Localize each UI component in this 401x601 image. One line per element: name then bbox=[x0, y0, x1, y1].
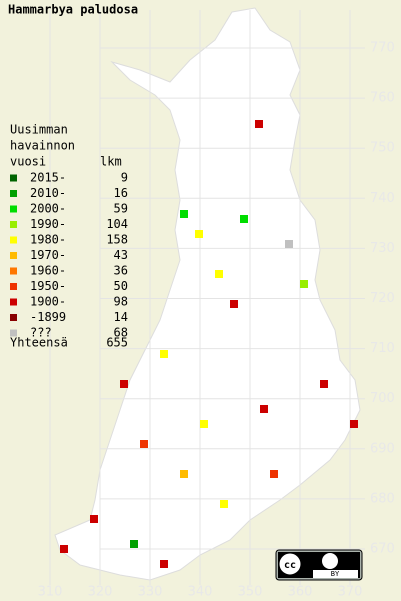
legend-count: 158 bbox=[106, 233, 128, 247]
legend-label: 1970- bbox=[30, 248, 66, 262]
legend-swatch bbox=[10, 174, 17, 182]
observation-squares bbox=[60, 120, 358, 568]
square bbox=[220, 500, 228, 508]
square bbox=[320, 380, 328, 388]
legend-swatch bbox=[10, 329, 17, 337]
square bbox=[200, 420, 208, 428]
square bbox=[160, 350, 168, 358]
north-label: 710 bbox=[370, 341, 395, 356]
license-label: BY bbox=[331, 570, 340, 578]
north-label: 740 bbox=[370, 191, 395, 206]
legend-swatch bbox=[10, 236, 17, 244]
square bbox=[285, 240, 293, 248]
legend-swatch bbox=[10, 298, 17, 306]
north-label: 700 bbox=[370, 391, 395, 406]
total-count: 655 bbox=[106, 336, 128, 350]
legend-count: 43 bbox=[114, 248, 128, 262]
legend-count: 59 bbox=[114, 202, 128, 216]
legend-count: 9 bbox=[121, 171, 128, 185]
legend-swatch bbox=[10, 283, 17, 290]
north-label: 730 bbox=[370, 241, 395, 256]
square bbox=[230, 300, 238, 308]
legend-label: 1980- bbox=[30, 233, 66, 247]
legend-count: 50 bbox=[114, 279, 128, 293]
total-label: Yhteensä bbox=[10, 336, 68, 350]
legend-label: 2000- bbox=[30, 202, 66, 216]
east-label: 340 bbox=[188, 585, 213, 600]
square bbox=[90, 515, 98, 523]
north-label: 770 bbox=[370, 41, 395, 56]
grid bbox=[49, 10, 365, 585]
legend-count-header: lkm bbox=[100, 155, 122, 169]
legend-header: vuosi bbox=[10, 155, 46, 169]
legend-label: 1990- bbox=[30, 217, 66, 231]
legend-label: -1899 bbox=[30, 310, 66, 324]
legend-label: 2015- bbox=[30, 171, 66, 185]
north-label: 760 bbox=[370, 91, 395, 106]
north-label: 680 bbox=[370, 491, 395, 506]
square bbox=[270, 470, 278, 478]
legend-label: 1900- bbox=[30, 295, 66, 309]
legend-swatch bbox=[10, 314, 17, 321]
square bbox=[240, 215, 248, 223]
legend-count: 104 bbox=[106, 217, 128, 231]
north-label: 720 bbox=[370, 291, 395, 306]
legend-label: ??? bbox=[30, 326, 52, 340]
legend-count: 68 bbox=[114, 326, 128, 340]
square bbox=[195, 230, 203, 238]
north-label: 690 bbox=[370, 441, 395, 456]
north-label: 750 bbox=[370, 141, 395, 156]
title: Hammarbya paludosa bbox=[8, 3, 138, 17]
legend-count: 36 bbox=[114, 264, 128, 278]
license-badge: cc BY bbox=[275, 549, 363, 581]
legend-swatch bbox=[10, 205, 17, 213]
legend-label: 1950- bbox=[30, 279, 66, 293]
square bbox=[130, 540, 138, 548]
legend-label: 1960- bbox=[30, 264, 66, 278]
square bbox=[60, 545, 68, 553]
svg-text:cc: cc bbox=[284, 560, 296, 571]
legend-count: 16 bbox=[114, 186, 128, 200]
east-label: 350 bbox=[238, 585, 263, 600]
square bbox=[120, 380, 128, 388]
square bbox=[300, 280, 308, 288]
east-label: 320 bbox=[88, 585, 113, 600]
legend-header: havainnon bbox=[10, 139, 75, 153]
legend-swatch bbox=[10, 252, 17, 259]
east-label: 360 bbox=[288, 585, 313, 600]
square bbox=[180, 210, 188, 218]
square bbox=[180, 470, 188, 478]
square bbox=[260, 405, 268, 413]
square bbox=[160, 560, 168, 568]
legend-swatch bbox=[10, 190, 17, 197]
north-label: 670 bbox=[370, 542, 395, 557]
legend-label: 2010- bbox=[30, 186, 66, 200]
east-label: 330 bbox=[138, 585, 163, 600]
legend-swatch bbox=[10, 267, 17, 275]
square bbox=[255, 120, 263, 128]
east-label: 310 bbox=[38, 585, 63, 600]
legend-count: 14 bbox=[114, 310, 128, 324]
east-label: 370 bbox=[338, 585, 363, 600]
legend-count: 98 bbox=[114, 295, 128, 309]
legend-header: Uusimman bbox=[10, 123, 68, 137]
square bbox=[140, 440, 148, 448]
square bbox=[215, 270, 223, 278]
legend-swatch bbox=[10, 221, 17, 228]
square bbox=[350, 420, 358, 428]
legend: Uusimman havainnon vuosi lkm 2015- 9 2010- 16 20… bbox=[10, 123, 128, 350]
